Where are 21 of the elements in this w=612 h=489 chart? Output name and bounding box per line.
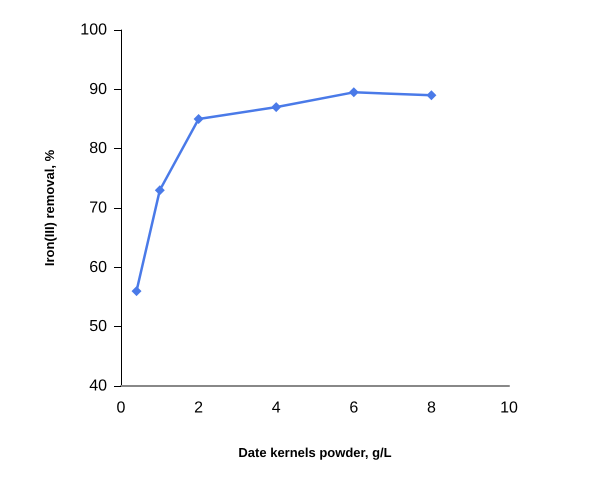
x-tick-label: 0	[116, 400, 126, 416]
y-tick-label: 80	[89, 140, 108, 158]
x-tick-label: 8	[426, 400, 436, 416]
point	[426, 90, 436, 100]
y-tick-label: 70	[89, 200, 108, 216]
x-tick-label: 4	[272, 400, 281, 416]
y-tick-label: 50	[89, 318, 108, 336]
y-axis-title: Iron(III) removal, %	[42, 149, 57, 266]
x-tick-label: 10	[500, 400, 518, 416]
point	[154, 185, 165, 196]
x-tick-label: 6	[349, 400, 358, 416]
x-axis-title: Date kernels powder, g/L	[238, 445, 392, 460]
y-tick-label: 60	[89, 258, 108, 276]
point	[271, 102, 282, 112]
y-tick-label: 90	[89, 80, 108, 98]
point	[132, 286, 142, 296]
x-tick-label: 2	[194, 400, 204, 416]
point	[348, 87, 359, 98]
y-tick-label: 100	[80, 22, 108, 38]
point	[194, 114, 204, 124]
y-tick-label: 40	[89, 378, 108, 394]
